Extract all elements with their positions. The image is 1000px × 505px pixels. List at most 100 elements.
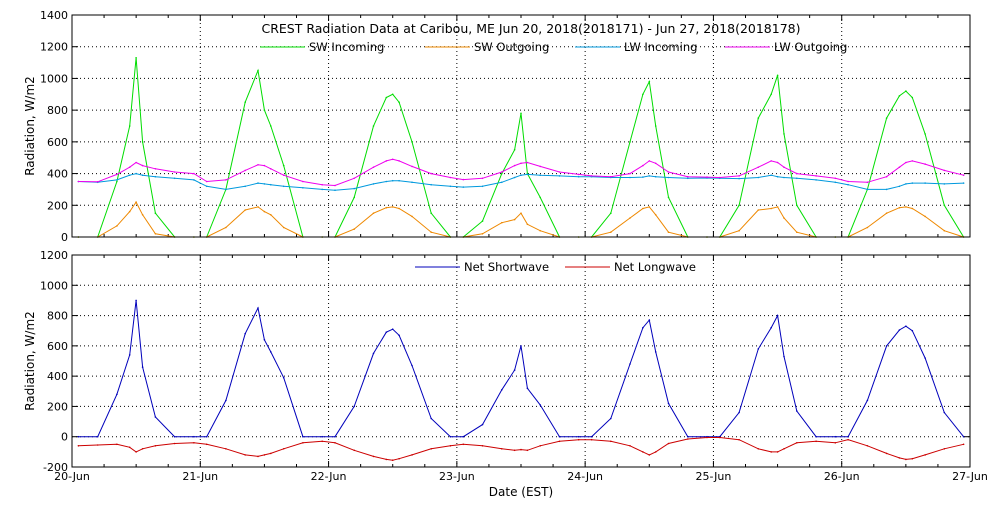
data-point-sw-outgoing [610,231,612,233]
data-point-lw-outgoing [372,166,375,168]
y-tick-label: 200 [47,199,68,212]
legend-label: LW Incoming [624,40,697,54]
data-point-lw-outgoing [96,181,99,183]
data-point-net-longwave [654,451,657,453]
data-point-net-longwave [398,457,400,460]
data-point-net-longwave [738,438,740,441]
data-point-lw-incoming [738,177,740,180]
data-point-net-shortwave [610,417,612,420]
data-point-lw-incoming [141,174,144,176]
data-point-net-longwave [154,445,157,447]
data-point-sw-incoming [513,149,516,151]
data-point-net-shortwave [391,328,394,331]
data-point-net-shortwave [411,364,413,367]
data-point-lw-outgoing [520,162,522,165]
data-point-sw-incoming [885,117,888,119]
y-tick-label: 0 [61,431,68,444]
data-point-lw-outgoing [796,172,798,175]
data-point-net-shortwave [962,435,965,438]
data-point-sw-outgoing [667,231,670,233]
data-point-sw-outgoing [654,214,657,216]
data-point-lw-outgoing [687,175,689,178]
data-point-net-longwave [905,458,907,461]
data-point-lw-incoming [654,175,657,178]
data-point-lw-incoming [776,175,779,178]
data-point-net-longwave [430,448,433,450]
data-point-sw-outgoing [257,206,259,208]
data-point-lw-outgoing [270,168,272,170]
y-tick-label: 200 [47,400,68,413]
data-point-sw-outgoing [244,209,246,211]
legend-label: Net Longwave [614,260,696,274]
data-point-sw-outgoing [911,207,914,210]
data-point-lw-outgoing [526,161,529,164]
data-point-net-longwave [776,451,779,453]
data-point-lw-outgoing [629,172,631,175]
data-point-net-shortwave [257,307,259,309]
data-point-lw-outgoing [225,179,227,181]
data-point-net-longwave [577,438,580,441]
data-point-lw-incoming [154,175,157,178]
data-point-net-shortwave [372,352,375,355]
data-point-net-longwave [866,445,869,447]
data-point-sw-outgoing [520,212,522,214]
data-point-net-longwave [270,452,272,455]
data-point-sw-outgoing [225,226,227,229]
data-point-lw-outgoing [539,165,541,168]
data-point-net-longwave [205,443,208,446]
data-point-lw-incoming [642,176,644,178]
data-point-net-shortwave [847,435,849,438]
data-point-net-longwave [462,443,465,446]
data-point-lw-outgoing [501,171,503,173]
data-point-lw-outgoing [128,166,131,168]
x-tick-label: 27-Jun [952,470,988,483]
y-tick-label: -200 [43,461,68,474]
data-point-lw-outgoing [462,178,465,181]
data-point-lw-outgoing [706,176,708,178]
data-point-sw-incoming [501,172,503,175]
data-point-net-longwave [282,448,285,450]
data-point-lw-incoming [391,179,394,182]
data-point-net-longwave [911,457,914,460]
data-point-lw-incoming [135,172,137,175]
data-point-sw-outgoing [629,217,631,219]
data-point-lw-outgoing [321,183,324,186]
data-point-lw-incoming [411,181,413,184]
y-tick-label: 1200 [40,249,68,262]
data-point-net-shortwave [116,393,118,396]
y-axis-label: Radiation, W/m2 [23,76,37,176]
data-point-net-longwave [526,449,529,452]
data-point-lw-outgoing [116,173,118,176]
data-point-net-longwave [244,454,246,456]
data-point-net-longwave [898,457,901,459]
data-point-lw-incoming [430,183,433,186]
data-point-sw-incoming [430,212,433,214]
data-point-lw-incoming [866,188,869,191]
data-point-lw-outgoing [513,164,516,167]
data-point-sw-outgoing [398,207,400,210]
data-point-lw-outgoing [141,164,144,167]
data-point-net-shortwave [770,326,772,329]
data-point-lw-incoming [501,181,503,184]
data-point-lw-outgoing [911,160,914,162]
data-point-lw-outgoing [648,160,651,162]
data-point-lw-outgoing [263,164,266,167]
data-point-sw-outgoing [385,206,388,209]
y-tick-label: 400 [47,370,68,383]
data-point-net-shortwave [263,339,266,341]
data-point-sw-outgoing [282,226,285,229]
data-point-lw-incoming [193,179,195,181]
data-point-lw-outgoing [847,180,849,183]
data-point-net-longwave [513,449,516,452]
data-point-net-longwave [783,448,785,450]
x-tick-label: 22-Jun [311,470,347,483]
series-line-lw-incoming [78,173,964,191]
data-point-lw-outgoing [154,168,157,170]
data-point-net-shortwave [898,329,901,331]
data-point-net-longwave [263,454,266,456]
data-point-sw-incoming [372,125,375,127]
x-axis-label: Date (EST) [489,485,553,499]
data-point-sw-outgoing [135,201,137,203]
